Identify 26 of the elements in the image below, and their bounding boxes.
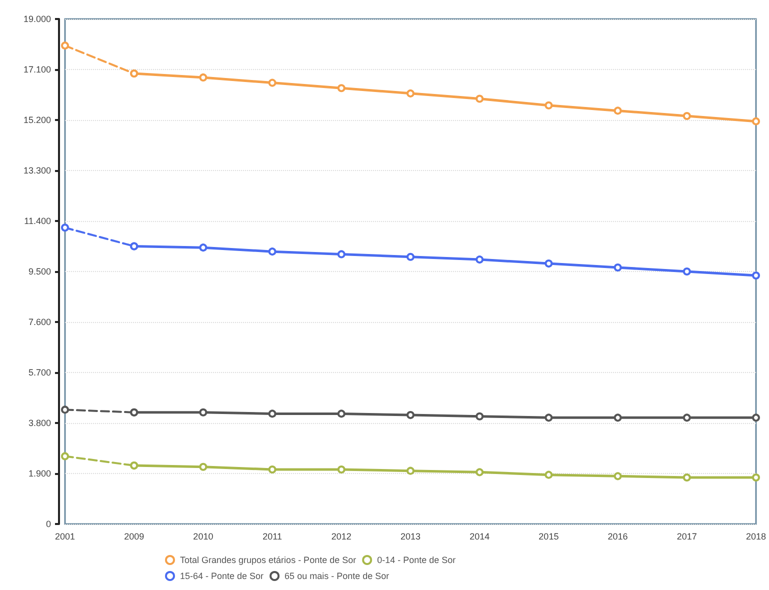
y-tick-label: 0 — [46, 519, 51, 529]
y-tick-label: 3.800 — [28, 418, 51, 428]
x-tick-label: 2018 — [746, 532, 766, 542]
y-tick-label: 9.500 — [28, 266, 51, 276]
x-tick-label: 2015 — [538, 532, 559, 542]
y-tick-label: 7.600 — [28, 317, 51, 327]
x-tick-label: 2012 — [331, 532, 352, 542]
y-tick-label: 17.100 — [23, 64, 51, 74]
y-tick-label: 13.300 — [23, 166, 51, 176]
x-tick-label: 2017 — [676, 532, 697, 542]
x-tick-label: 2009 — [124, 532, 144, 542]
x-tick-label: 2010 — [193, 532, 214, 542]
y-tick-label: 15.200 — [23, 115, 51, 125]
legend-label: 0-14 - Ponte de Sor — [377, 555, 456, 565]
legend-label: 15-64 - Ponte de Sor — [180, 571, 264, 581]
x-tick-label: 2013 — [400, 532, 421, 542]
y-tick-label: 11.400 — [24, 216, 51, 226]
legend-label: 65 ou mais - Ponte de Sor — [284, 571, 390, 581]
y-tick-label: 1.900 — [28, 468, 51, 478]
x-tick-label: 2014 — [470, 532, 490, 542]
legend-label: Total Grandes grupos etários - Ponte de Sor — [180, 555, 356, 565]
x-tick-label: 2001 — [54, 532, 76, 542]
x-tick-label: 2011 — [262, 532, 282, 542]
x-tick-label: 2016 — [608, 532, 628, 542]
y-tick-label: 19.000 — [23, 14, 51, 24]
y-tick-label: 5.700 — [28, 368, 51, 378]
